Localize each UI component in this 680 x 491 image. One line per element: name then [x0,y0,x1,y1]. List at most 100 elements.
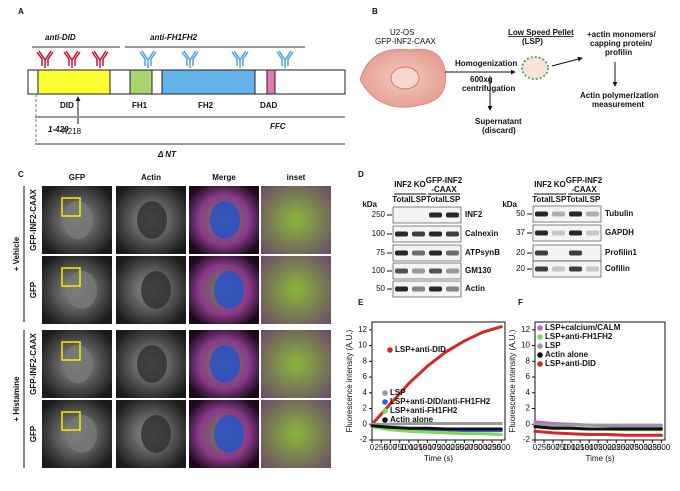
inset-box [61,411,81,431]
band [412,286,425,292]
domain-did [37,69,111,95]
x-tick-label: 2750 [465,443,483,452]
micrograph [261,256,331,324]
y-tick-label: 10 [358,341,367,350]
inset-box [61,341,81,361]
domain-label: DID [60,101,74,110]
legend-marker [387,347,393,353]
band [446,250,459,256]
micrograph [261,330,331,398]
data-line [533,429,663,437]
panel-label: E [358,298,364,307]
legend-marker [382,390,388,396]
legend-label: LSP [390,388,406,397]
blot-strip [392,244,462,262]
band [535,211,548,217]
antibody-label: anti-DID [45,33,76,42]
y-tick-label: 0 [363,419,368,428]
nucleus [67,415,97,453]
antibody-icon [231,50,249,68]
legend-marker [382,399,388,405]
x-tick-label: 3250 [483,443,501,452]
x-tick-label: 0 [370,443,375,452]
x-tick-label: 1500 [580,443,598,452]
band [569,211,582,217]
lane-label: LSP [551,195,567,204]
row-label: GFP-INF2-CAAX [29,188,38,250]
x-tick-label: 3250 [643,443,661,452]
pellet [521,56,549,80]
x-tick-label: 1750 [428,443,446,452]
band [586,211,599,217]
band [412,231,425,237]
antibody-icon [91,50,109,68]
data-line [370,424,503,431]
addition-label: profilin [605,48,632,57]
marker-label: 20 [516,264,525,273]
x-axis-label: Time (s) [585,454,614,463]
lane-label: Total [566,195,585,204]
y-axis-label: Fluorescence intensity (A.U.) [345,329,354,432]
construct-label: FFC [270,122,286,131]
legend-label: LSP+anti-DID [395,345,446,354]
blot-strip [532,205,602,223]
x-tick-label: 1000 [400,443,418,452]
nucleus [63,345,93,383]
step-label: centrifugation [462,84,515,93]
antibody-icon [36,50,54,68]
x-tick-label: 2750 [625,443,643,452]
legend-marker [537,334,543,340]
y-tick-label: 2 [363,404,368,413]
column-header: GFP [69,173,86,182]
x-tick-label: 2500 [455,443,473,452]
row-label: GFP-INF2-CAAX [29,332,38,394]
x-tick-label: 2000 [598,443,616,452]
group-label: -CAAX [571,185,597,194]
legend-label: LSP+anti-FH1FH2 [390,406,458,415]
nucleus [63,201,93,239]
antibody-icon [63,50,81,68]
x-axis-label: Time (s) [424,454,453,463]
blot-strip [532,224,602,242]
band [412,268,425,274]
group-label: INF2 KO [394,180,426,189]
construct-label: 1-420 [48,125,69,134]
x-tick-label: 0 [533,443,538,452]
x-tick-label: 2500 [616,443,634,452]
nucleus [137,201,167,239]
x-tick-label: 3500 [652,443,670,452]
data-line [370,425,503,436]
x-tick-label: 3000 [474,443,492,452]
domain-dad [266,69,276,95]
band [429,212,442,218]
x-tick-label: 1500 [419,443,437,452]
protein-label: Tubulin [605,209,633,218]
legend-marker [537,343,543,349]
marker-label: 20 [516,248,525,257]
band [569,250,582,256]
column-header: Merge [212,173,236,182]
y-axis-label: Fluorescence intensity (A.U.) [508,329,517,432]
band [395,250,408,256]
legend-marker [382,417,388,423]
step-label: 600xg [470,75,493,84]
band [446,268,459,274]
band [586,230,599,236]
legend-marker [537,325,543,331]
blot-strip [392,225,462,243]
nucleus [137,345,167,383]
panel-label: B [372,7,378,16]
protein-label: GAPDH [605,228,634,237]
marker-label: 75 [376,248,385,257]
micrograph [261,400,331,468]
band [535,250,548,256]
antibody-icon [181,50,199,68]
row-label: GFP [29,281,38,298]
legend-label: LSP+anti-DID/anti-FH1FH2 [390,397,491,406]
y-tick-label: 6 [526,372,531,381]
supernatant-label: Supernatant [475,117,522,126]
x-tick-label: 2000 [437,443,455,452]
addition-label: capping protein/ [590,39,653,48]
legend-label: LSP+anti-FH1FH2 [545,332,613,341]
domain-fh1 [129,69,153,95]
